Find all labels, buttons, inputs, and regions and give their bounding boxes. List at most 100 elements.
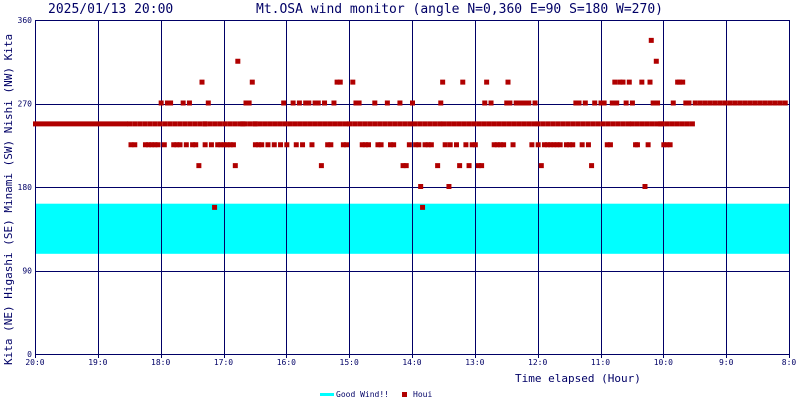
y-tick-label: 0 [27,350,32,359]
x-tick-label: 11:0 [591,358,610,367]
houi-point [215,142,221,148]
x-tick-label: 15:0 [340,358,359,367]
houi-point [193,142,199,148]
houi-point [545,121,551,127]
houi-point [567,142,573,148]
houi-point [375,142,381,148]
houi-point [523,100,529,106]
houi-point [435,163,441,169]
houi-point [604,142,610,148]
houi-point [484,79,490,85]
houi-point [402,121,408,127]
houi-point [560,121,566,127]
houi-point [337,79,343,85]
houi-point [472,142,478,148]
houi-point [296,100,302,106]
houi-point [772,100,778,106]
houi-point [486,121,492,127]
houi-point [563,142,569,148]
houi-point [43,121,48,127]
x-tick-label: 20:0 [25,358,44,367]
houi-point [654,121,660,127]
houi-point [767,100,773,106]
houi-point [722,100,728,106]
houi-point [742,100,748,106]
houi-point [664,121,670,127]
houi-point [432,121,438,127]
houi-point [679,121,685,127]
houi-point [322,100,328,106]
houi-point [290,100,296,106]
houi-point [208,142,214,148]
houi-point [388,142,394,148]
legend-good-label: Good Wind!! [336,390,389,399]
houi-point [83,121,88,127]
houi-point [582,100,588,106]
houi-point [762,100,768,106]
houi-point [570,142,576,148]
houi-point [98,121,103,127]
houi-point [647,79,653,85]
houi-point [605,121,611,127]
houi-point [615,121,621,127]
houi-point [491,142,497,148]
y-axis-label: Kita (NE) Higashi (SE) Minami (SW) Nishi… [2,34,15,365]
houi-point [252,121,258,127]
houi-point [417,121,423,127]
houi-point [284,142,290,148]
houi-point [372,121,378,127]
x-tick-label: 9:0 [719,358,734,367]
houi-point [190,142,196,148]
houi-point [540,121,546,127]
houi-point [422,142,428,148]
houi-point [309,142,315,148]
houi-point [327,121,333,127]
houi-point [516,121,522,127]
houi-point [132,142,138,148]
houi-point [573,100,579,106]
houi-point [406,142,412,148]
houi-point [161,142,167,148]
houi-point [501,142,507,148]
houi-point [252,142,258,148]
houi-point [282,121,288,127]
houi-point [93,121,98,127]
houi-point [347,121,353,127]
houi-point [407,121,413,127]
houi-point [180,100,186,106]
houi-point [634,142,640,148]
houi-point [737,100,743,106]
houi-point [475,163,481,169]
houi-point [732,100,738,106]
houi-point [438,100,444,106]
houi-point [526,100,532,106]
houi-point [614,100,620,106]
houi-point [422,121,428,127]
x-tick-label: 13:0 [465,358,484,367]
houi-point [403,163,409,169]
houi-point [683,100,689,106]
houi-point [545,142,551,148]
houi-point [689,121,695,127]
x-axis-label: Time elapsed (Hour) [515,372,641,385]
houi-point [167,121,173,127]
houi-point [634,121,640,127]
houi-point [428,142,434,148]
houi-point [453,142,459,148]
houi-point [350,79,356,85]
houi-point [137,121,143,127]
houi-point [197,121,203,127]
y-tick-label: 180 [18,183,33,192]
houi-point [585,142,591,148]
houi-point [356,100,362,106]
houi-point [340,142,346,148]
houi-point [78,121,83,127]
houi-point [658,121,664,127]
houi-point [629,121,635,127]
houi-point [585,121,591,127]
houi-point [53,121,58,127]
houi-point [387,121,393,127]
houi-point [494,142,500,148]
houi-point [491,121,497,127]
houi-point [287,121,293,127]
